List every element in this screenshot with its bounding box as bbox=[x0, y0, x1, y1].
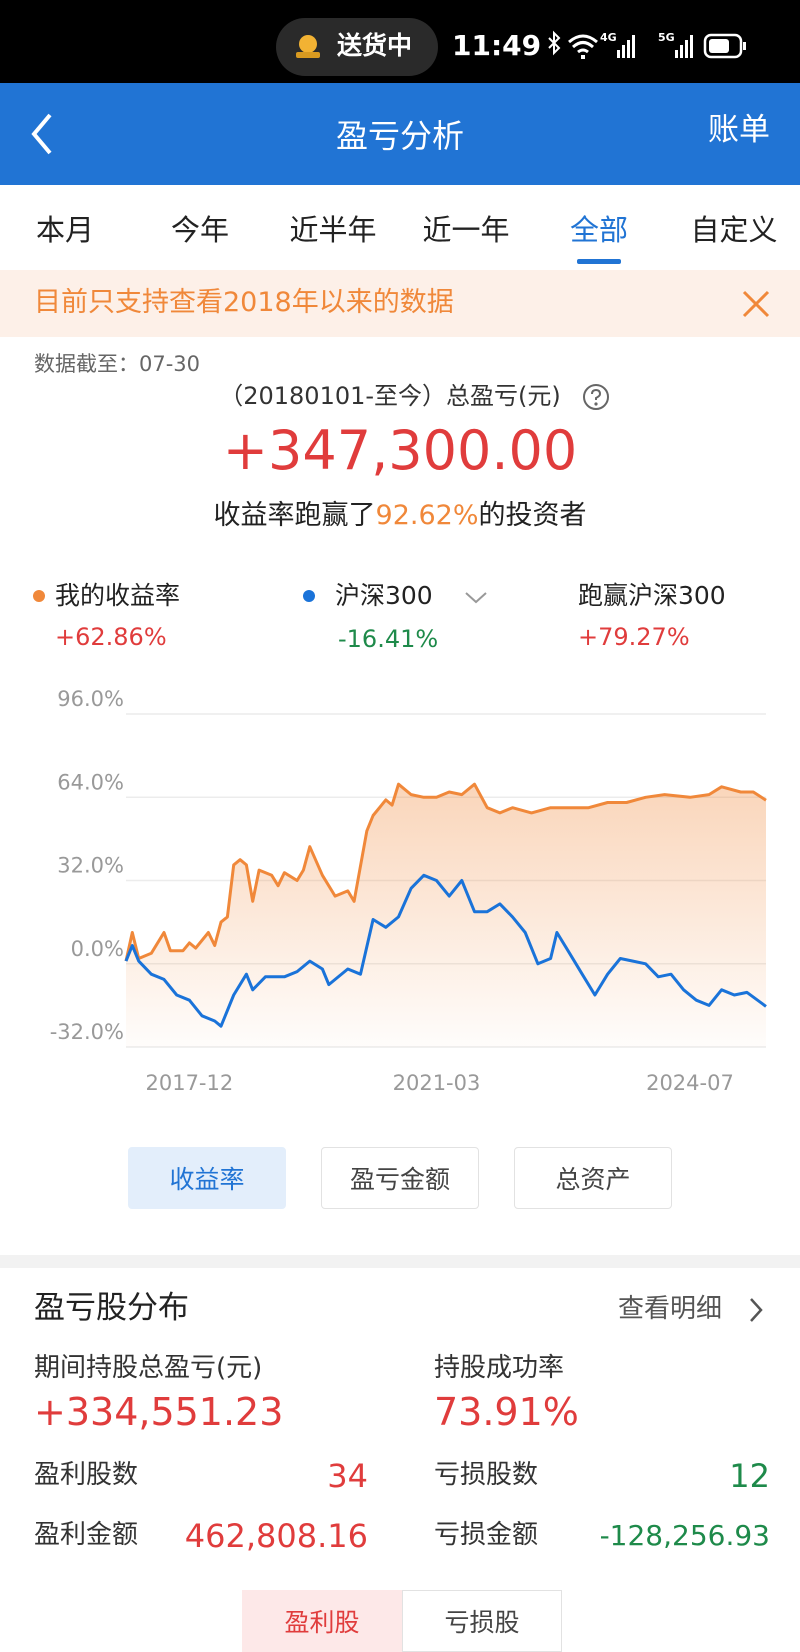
stat-value: -128,256.93 bbox=[599, 1519, 770, 1552]
bill-link[interactable]: 账单 bbox=[708, 112, 770, 148]
nav-title: 盈亏分析 bbox=[335, 117, 465, 155]
period-tab[interactable]: 全部 bbox=[569, 213, 629, 247]
network-label: 5G bbox=[658, 31, 675, 44]
legend-marker bbox=[33, 590, 45, 602]
period-tab[interactable]: 自定义 bbox=[690, 213, 778, 247]
date-label: 数据截至：07-30 bbox=[34, 352, 201, 376]
period-label: （20180101-至今）总盈亏(元) bbox=[219, 382, 561, 410]
stat-label: 盈利金额 bbox=[34, 1520, 139, 1550]
stock-tab[interactable]: 盈利股 bbox=[242, 1590, 402, 1652]
stock-tab[interactable]: 亏损股 bbox=[402, 1590, 562, 1652]
rank-value: 92.62% bbox=[375, 500, 479, 531]
y-tick-label: 64.0% bbox=[57, 770, 124, 794]
legend-marker bbox=[303, 590, 315, 602]
chart-mode-button[interactable]: 收益率 bbox=[128, 1147, 286, 1209]
legend-value: -16.41% bbox=[338, 625, 439, 653]
stat-label: 盈利股数 bbox=[34, 1460, 139, 1490]
section-title: 盈亏股分布 bbox=[34, 1290, 189, 1326]
total-profit: +347,300.00 bbox=[222, 419, 578, 482]
period-tab[interactable]: 近一年 bbox=[422, 213, 510, 247]
back-button[interactable] bbox=[28, 111, 58, 157]
series-area bbox=[126, 784, 766, 1047]
success-label: 持股成功率 bbox=[434, 1353, 565, 1383]
tab-underline bbox=[577, 259, 621, 264]
benchmark-dropdown[interactable] bbox=[463, 588, 489, 606]
chart-svg: 96.0% 64.0% 32.0% 0.0% -32.0% 2017-12 2021-03 2… bbox=[50, 687, 767, 1095]
stat-value: 34 bbox=[327, 1457, 368, 1495]
rank-line: 收益率跑赢了92.62%的投资者 bbox=[214, 502, 587, 529]
help-icon[interactable] bbox=[582, 383, 610, 411]
detail-chevron[interactable] bbox=[746, 1296, 766, 1324]
legend-value: +62.86% bbox=[55, 623, 167, 651]
nav-bar: 盈亏分析 账单 bbox=[0, 83, 800, 185]
x-tick-label: 2024-07 bbox=[646, 1071, 734, 1095]
excess-value: +79.27% bbox=[578, 623, 690, 651]
period-tab[interactable]: 近半年 bbox=[289, 213, 377, 247]
legend-label: 沪深300 bbox=[335, 581, 433, 610]
excess-label: 跑赢沪深300 bbox=[578, 581, 726, 610]
close-notice[interactable] bbox=[740, 288, 772, 320]
rank-prefix: 收益率跑赢了 bbox=[213, 500, 376, 531]
stat-value: 12 bbox=[729, 1457, 770, 1495]
stat-label: 亏损金额 bbox=[434, 1520, 539, 1550]
chart: 96.0% 64.0% 32.0% 0.0% -32.0% 2017-12 2021-03 2… bbox=[0, 680, 800, 1100]
legend-label: 我的收益率 bbox=[55, 581, 181, 610]
status-bar: 送货中 11:49 4G 5G bbox=[0, 0, 800, 83]
series-line bbox=[124, 873, 767, 1028]
rank-suffix: 的投资者 bbox=[478, 500, 587, 531]
x-tick-label: 2021-03 bbox=[393, 1071, 481, 1095]
stat-label: 亏损股数 bbox=[434, 1460, 539, 1490]
period-profit-label: 期间持股总盈亏(元) bbox=[34, 1353, 263, 1383]
notice-text: 目前只支持查看2018年以来的数据 bbox=[34, 287, 454, 318]
activity-text: 送货中 bbox=[337, 31, 413, 60]
period-tab[interactable]: 本月 bbox=[35, 213, 95, 247]
clock: 11:49 bbox=[452, 29, 542, 62]
notice-bar: 目前只支持查看2018年以来的数据 bbox=[0, 270, 800, 337]
series-line bbox=[124, 782, 767, 962]
status-icons bbox=[548, 30, 746, 59]
y-tick-label: 0.0% bbox=[71, 937, 124, 961]
chart-mode-button[interactable]: 总资产 bbox=[514, 1147, 672, 1209]
y-tick-label: -32.0% bbox=[50, 1020, 124, 1044]
y-tick-label: 32.0% bbox=[57, 854, 124, 878]
network-label: 4G bbox=[600, 31, 617, 44]
detail-link[interactable]: 查看明细 bbox=[617, 1294, 722, 1324]
section-divider bbox=[0, 1255, 800, 1268]
chart-mode-button[interactable]: 盈亏金额 bbox=[321, 1147, 479, 1209]
period-tab[interactable]: 今年 bbox=[170, 213, 230, 247]
success-value: 73.91% bbox=[434, 1390, 579, 1434]
y-tick-label: 96.0% bbox=[57, 687, 124, 711]
stat-value: 462,808.16 bbox=[184, 1517, 368, 1555]
app-icon bbox=[296, 35, 320, 58]
period-profit-value: +334,551.23 bbox=[34, 1390, 284, 1434]
x-tick-label: 2017-12 bbox=[145, 1071, 233, 1095]
